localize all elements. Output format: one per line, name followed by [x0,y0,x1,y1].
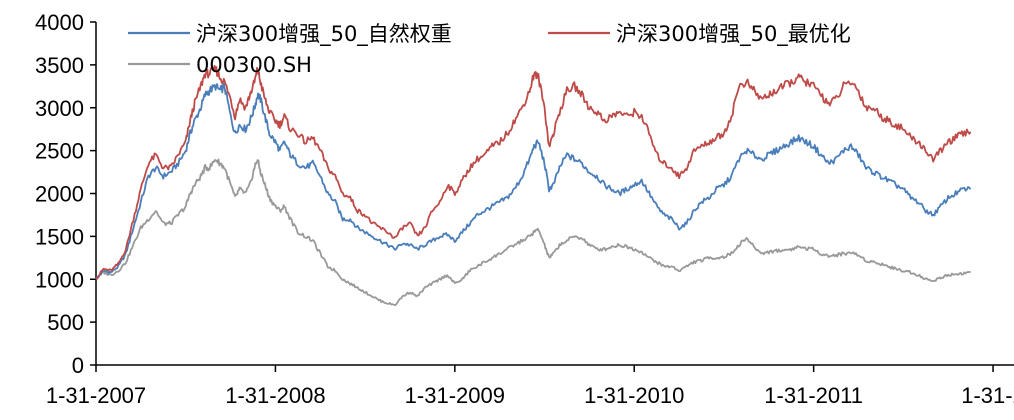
x-tick-label: 1-31-2 [961,383,1014,408]
series-lines [95,65,972,306]
y-tick-label: 0 [72,353,84,378]
y-tick-label: 3500 [35,53,84,78]
y-tick-label: 2000 [35,182,84,207]
x-tick-label: 1-31-2009 [405,383,505,408]
y-tick-label: 2500 [35,139,84,164]
x-tick-label: 1-31-2008 [225,383,325,408]
x-tick-label: 1-31-2010 [584,383,684,408]
x-tick-label: 1-31-2007 [46,383,146,408]
series-line-2 [95,158,972,306]
legend: 沪深300增强_50_自然权重 沪深300增强_50_最优化 000300.SH [128,22,851,77]
y-tick-label: 500 [47,310,84,335]
legend-label: 沪深300增强_50_自然权重 [196,22,452,47]
y-tick-label: 1000 [35,267,84,292]
y-tick-label: 3000 [35,96,84,121]
series-line-1 [95,65,972,281]
legend-label: 沪深300增强_50_最优化 [616,22,851,47]
y-tick-label: 1500 [35,224,84,249]
series-line-0 [95,82,972,280]
x-tick-label: 1-31-2011 [764,383,863,408]
y-tick-label: 4000 [35,10,84,35]
axes: 050010001500200025003000350040001-31-200… [35,10,1014,408]
legend-label: 000300.SH [196,53,312,77]
